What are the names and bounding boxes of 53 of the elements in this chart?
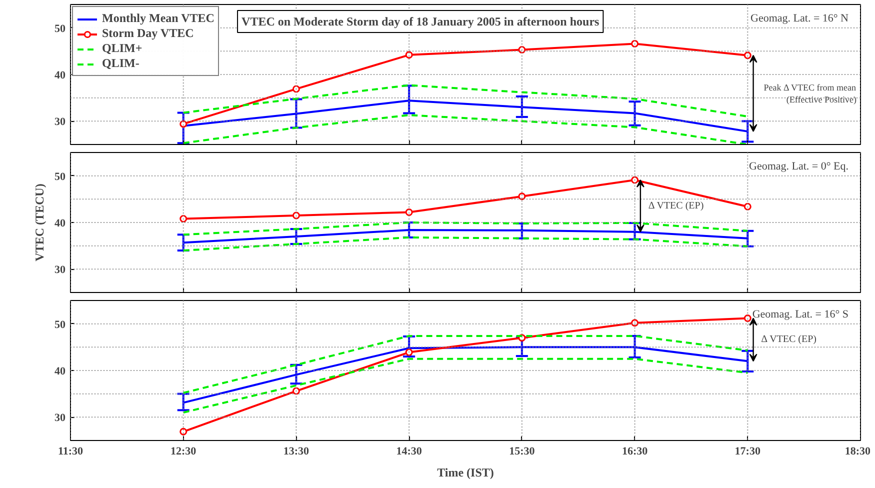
annotation: Geomag. Lat. = 16° S: [752, 308, 849, 320]
legend-label: Storm Day VTEC: [102, 26, 194, 41]
line-series: [182, 84, 749, 118]
point: [405, 348, 413, 356]
x-tick-label: 18:30: [844, 446, 871, 458]
point: [180, 215, 188, 223]
x-tick-label: 13:30: [283, 446, 310, 458]
point: [405, 51, 413, 59]
text: VTEC on Moderate Storm day of 18 January 2005 in afternoon hours: [242, 14, 600, 28]
point: [292, 85, 300, 93]
point: [744, 314, 752, 322]
line-series: [182, 334, 749, 394]
legend-label: QLIM+: [102, 41, 142, 56]
point: [518, 46, 526, 54]
annotation: Geomag. Lat. = 16° N: [750, 12, 849, 24]
y-tick-label: 30: [54, 412, 66, 424]
point: [405, 208, 413, 216]
annotation: Geomag. Lat. = 0° Eq.: [749, 160, 849, 172]
x-tick-label: 15:30: [509, 446, 536, 458]
y-axis-title: VTEC (TECU): [32, 184, 46, 262]
annotation: Δ VTEC (EP): [761, 334, 817, 346]
point: [292, 387, 300, 395]
x-tick-label: 16:30: [622, 446, 648, 458]
point: [180, 120, 188, 128]
point: [744, 52, 752, 60]
point: [631, 176, 639, 184]
line-series: [182, 114, 749, 144]
x-tick-label: 12:30: [170, 446, 197, 458]
x-tick-label: 17:30: [734, 446, 761, 458]
line-series: [182, 358, 749, 414]
x-axis-title: Time (IST): [437, 466, 494, 480]
point: [631, 40, 639, 48]
point: [518, 192, 526, 200]
y-tick-label: 40: [54, 218, 66, 230]
y-tick-label: 50: [54, 170, 66, 183]
line-series: [182, 222, 749, 236]
point: [180, 428, 188, 436]
point: [744, 202, 752, 210]
legend-label: Monthly Mean VTEC: [102, 11, 214, 26]
y-tick-label: 40: [54, 70, 66, 82]
y-tick-label: 30: [54, 264, 66, 276]
legend-label: QLIM-: [102, 56, 140, 71]
point: [292, 212, 300, 220]
y-tick-label: 50: [54, 22, 66, 35]
x-tick-label: 14:30: [396, 446, 422, 458]
y-tick-label: 30: [54, 116, 66, 128]
line-series: [182, 236, 749, 252]
point: [631, 319, 639, 327]
annotation: Peak Δ VTEC from mean (Effective Positive): [764, 82, 857, 104]
x-tick-label: 11:30: [58, 446, 84, 458]
annotation: Δ VTEC (EP): [648, 200, 704, 212]
y-tick-label: 50: [54, 318, 66, 331]
y-tick-label: 40: [54, 366, 66, 378]
